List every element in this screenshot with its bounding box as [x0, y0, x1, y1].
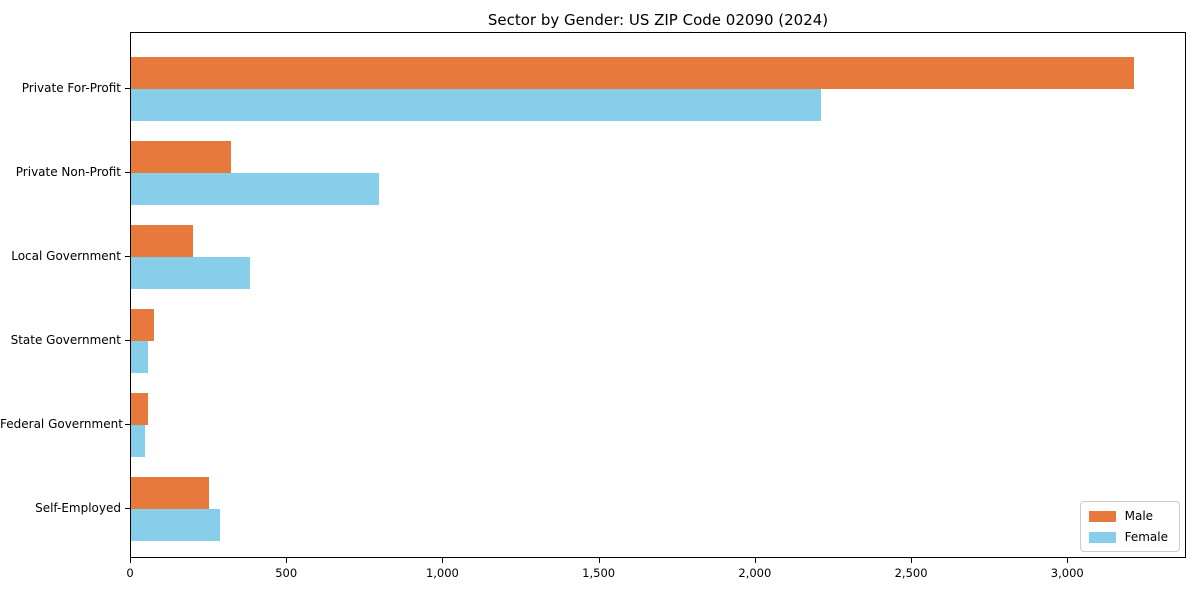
x-axis-tick-label: 500	[275, 566, 298, 580]
x-axis-tick-label: 1,500	[582, 566, 616, 580]
chart-title: Sector by Gender: US ZIP Code 02090 (202…	[487, 11, 829, 29]
y-axis-label-private-for-profit: Private For-Profit	[21, 81, 121, 95]
bar-male-private-non-profit	[131, 141, 231, 173]
x-tick-mark	[754, 558, 756, 563]
x-tick-mark	[286, 558, 288, 563]
x-tick-mark	[130, 558, 131, 563]
legend-entry-male: Male	[1088, 509, 1168, 523]
y-tick-mark	[125, 172, 130, 173]
bar-female-self-employed	[131, 509, 220, 541]
x-tick-mark	[442, 558, 444, 563]
y-tick-mark	[125, 88, 130, 89]
x-tick-mark	[598, 558, 600, 563]
legend: Male Female	[1079, 501, 1180, 552]
x-axis-tick-label: 3,000	[1050, 566, 1084, 580]
y-tick-mark	[125, 340, 130, 341]
x-axis-tick-label: 0	[126, 566, 134, 580]
y-tick-mark	[125, 508, 130, 509]
y-axis-label-federal-government: Federal Government	[0, 417, 123, 431]
y-axis-label-self-employed: Self-Employed	[35, 501, 121, 515]
y-axis-label-private-non-profit: Private Non-Profit	[15, 165, 121, 179]
y-axis-label-state-government: State Government	[10, 333, 121, 347]
legend-label-male: Male	[1124, 509, 1154, 523]
bar-male-private-for-profit	[131, 57, 1134, 89]
bar-female-private-non-profit	[131, 173, 379, 205]
bar-male-state-government	[131, 309, 154, 341]
bar-male-federal-government	[131, 393, 148, 425]
plot-area: Male Female	[130, 32, 1186, 558]
bar-female-private-for-profit	[131, 89, 821, 121]
y-tick-mark	[125, 256, 130, 257]
x-axis-tick-label: 1,000	[425, 566, 459, 580]
x-axis-tick-label: 2,500	[894, 566, 928, 580]
bar-male-self-employed	[131, 477, 209, 509]
y-axis-label-local-government: Local Government	[11, 249, 121, 263]
x-tick-mark	[911, 558, 913, 563]
bar-female-state-government	[131, 341, 148, 373]
x-tick-mark	[1067, 558, 1069, 563]
x-axis-tick-label: 2,000	[738, 566, 772, 580]
legend-swatch-female	[1088, 531, 1116, 543]
bar-female-local-government	[131, 257, 250, 289]
bar-female-federal-government	[131, 425, 145, 457]
bar-male-local-government	[131, 225, 193, 257]
y-tick-mark	[125, 424, 130, 425]
legend-swatch-male	[1088, 510, 1116, 522]
legend-entry-female: Female	[1088, 530, 1168, 544]
legend-label-female: Female	[1124, 530, 1168, 544]
